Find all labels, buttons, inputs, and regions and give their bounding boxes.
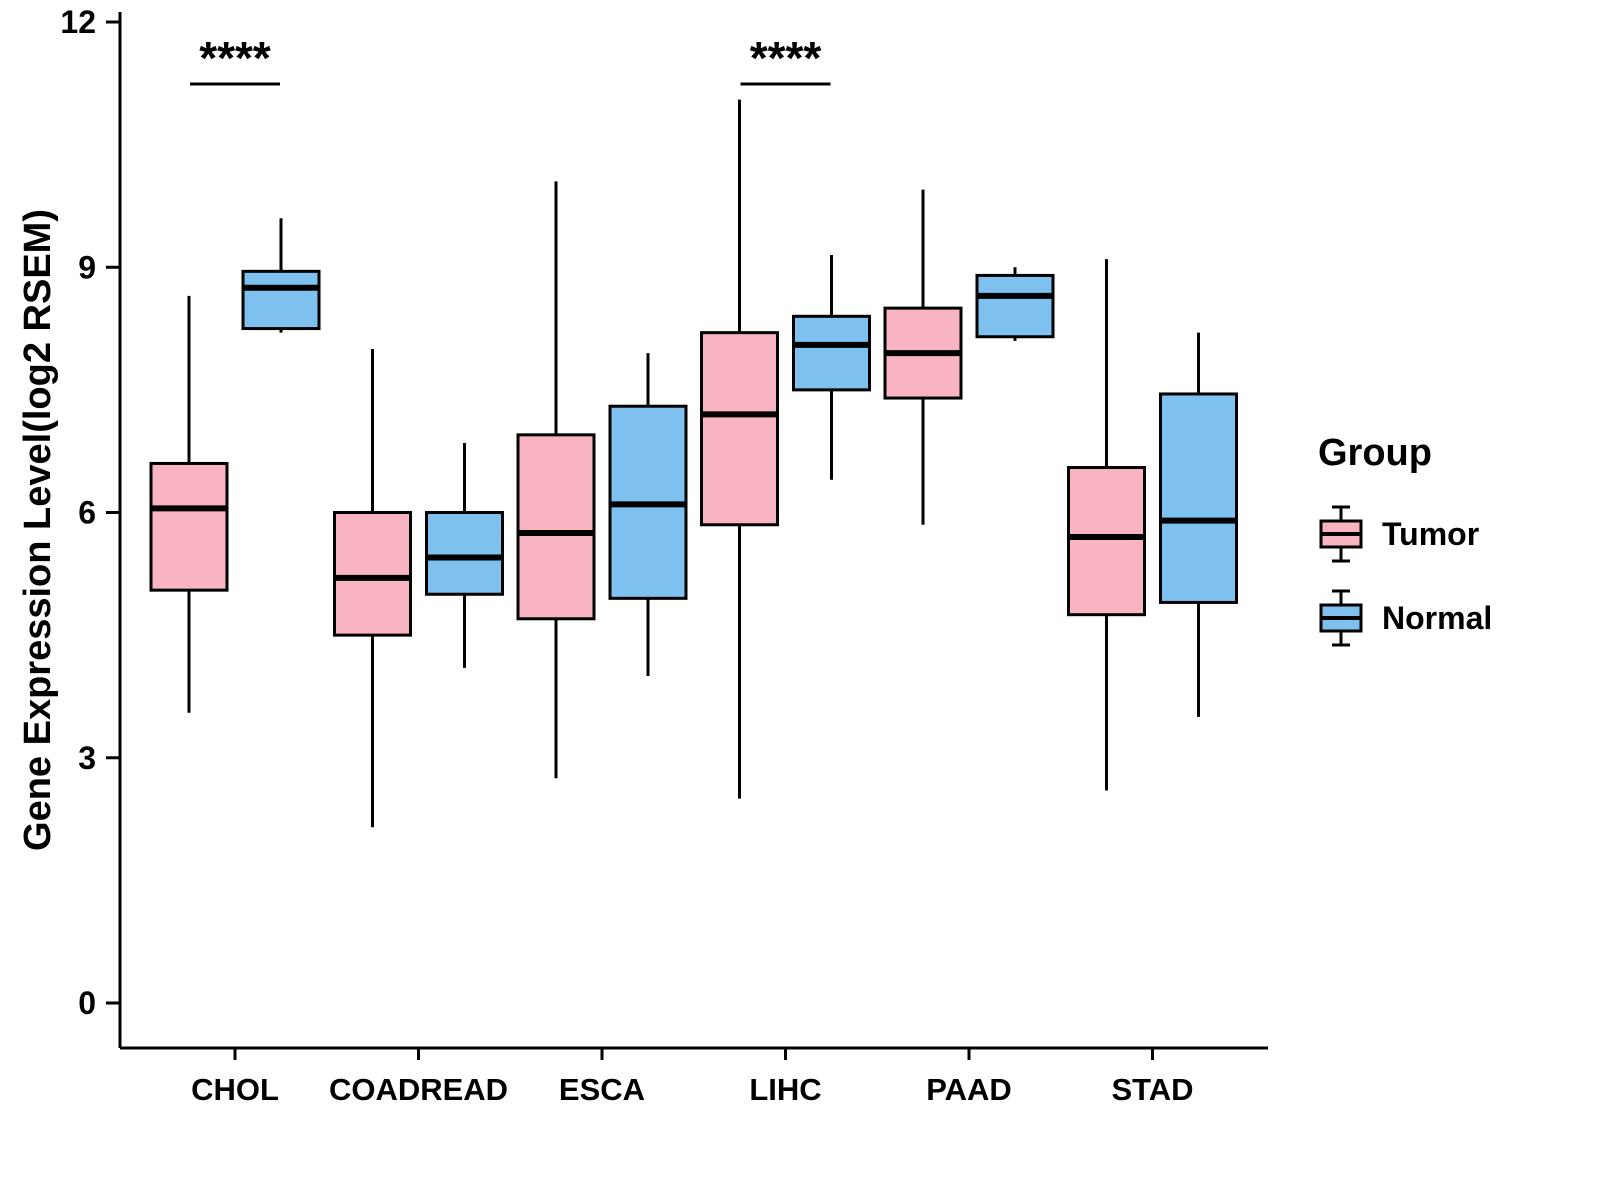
legend-entry-tumor: Tumor: [1318, 503, 1492, 565]
y-tick-label: 9: [78, 249, 96, 285]
box-tumor-COADREAD: [333, 349, 412, 828]
tumor-boxplot-key-icon: [1319, 505, 1363, 563]
iqr-box: [1067, 466, 1146, 617]
box-tumor-CHOL: [149, 295, 229, 713]
x-category-label: ESCA: [559, 1072, 645, 1107]
x-category-label: CHOL: [191, 1072, 279, 1107]
legend: Group Tumor Normal: [1318, 432, 1492, 671]
y-tick-label: 3: [78, 740, 96, 776]
box-normal-CHOL: [241, 218, 321, 333]
iqr-box: [241, 269, 321, 331]
y-tick-label: 0: [78, 985, 96, 1021]
box-normal-COADREAD: [425, 443, 504, 668]
box-tumor-PAAD: [883, 189, 963, 525]
significance-stars: ****: [750, 32, 822, 84]
y-tick-label: 6: [78, 495, 96, 531]
iqr-box: [700, 331, 779, 527]
x-category-label: COADREAD: [329, 1072, 508, 1107]
box-tumor-LIHC: [700, 99, 779, 799]
box-normal-ESCA: [608, 353, 688, 676]
iqr-box: [516, 433, 596, 621]
legend-entry-normal: Normal: [1318, 587, 1492, 649]
iqr-box: [425, 511, 504, 596]
box-tumor-STAD: [1067, 259, 1146, 791]
box-normal-STAD: [1159, 332, 1238, 717]
box-normal-LIHC: [792, 254, 871, 480]
y-axis-title: Gene Expression Level(log2 RSEM): [17, 209, 59, 851]
iqr-box: [149, 461, 229, 592]
y-tick-label: 12: [60, 4, 96, 40]
iqr-box: [975, 273, 1055, 339]
normal-boxplot-key-icon: [1319, 589, 1363, 647]
box-normal-PAAD: [975, 267, 1055, 341]
x-category-label: STAD: [1111, 1072, 1193, 1107]
iqr-box: [333, 511, 412, 637]
iqr-box: [1159, 392, 1238, 604]
iqr-box: [792, 314, 871, 392]
x-category-label: PAAD: [926, 1072, 1012, 1107]
box-tumor-ESCA: [516, 181, 596, 779]
significance-stars: ****: [199, 32, 271, 84]
legend-title: Group: [1318, 432, 1432, 474]
x-category-label: LIHC: [749, 1072, 821, 1107]
legend-label-tumor: Tumor: [1382, 515, 1480, 552]
legend-label-normal: Normal: [1382, 599, 1493, 636]
